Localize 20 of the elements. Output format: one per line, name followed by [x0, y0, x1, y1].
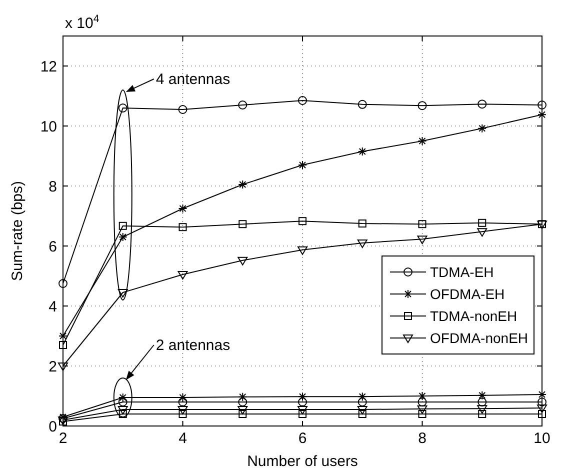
annotation: 4 antennas	[156, 71, 230, 88]
y-tick-label: 4	[48, 298, 57, 316]
y-tick-label: 8	[48, 178, 57, 196]
legend-label: OFDMA-nonEH	[430, 330, 528, 346]
y-tick-label: 0	[48, 418, 57, 436]
legend-label: TDMA-nonEH	[430, 308, 518, 324]
x-tick-label: 4	[178, 430, 187, 447]
y-tick-label: 12	[40, 58, 57, 76]
annotation: 2 antennas	[156, 337, 230, 354]
y-tick-label: 6	[48, 238, 57, 256]
x-tick-label: 8	[418, 430, 426, 447]
x-tick-label: 10	[534, 430, 550, 447]
x-axis-title: Number of users	[247, 453, 358, 470]
legend-label: OFDMA-EH	[430, 286, 505, 302]
y-tick-label: 2	[48, 358, 57, 376]
text: x 10$^{4}$	[65, 13, 100, 32]
y-tick-label: 10	[40, 118, 57, 136]
legend-label: TDMA-EH	[430, 264, 494, 280]
y-axis-title: Sum-rate (bps)	[9, 180, 26, 282]
x-tick-label: 6	[298, 430, 307, 447]
